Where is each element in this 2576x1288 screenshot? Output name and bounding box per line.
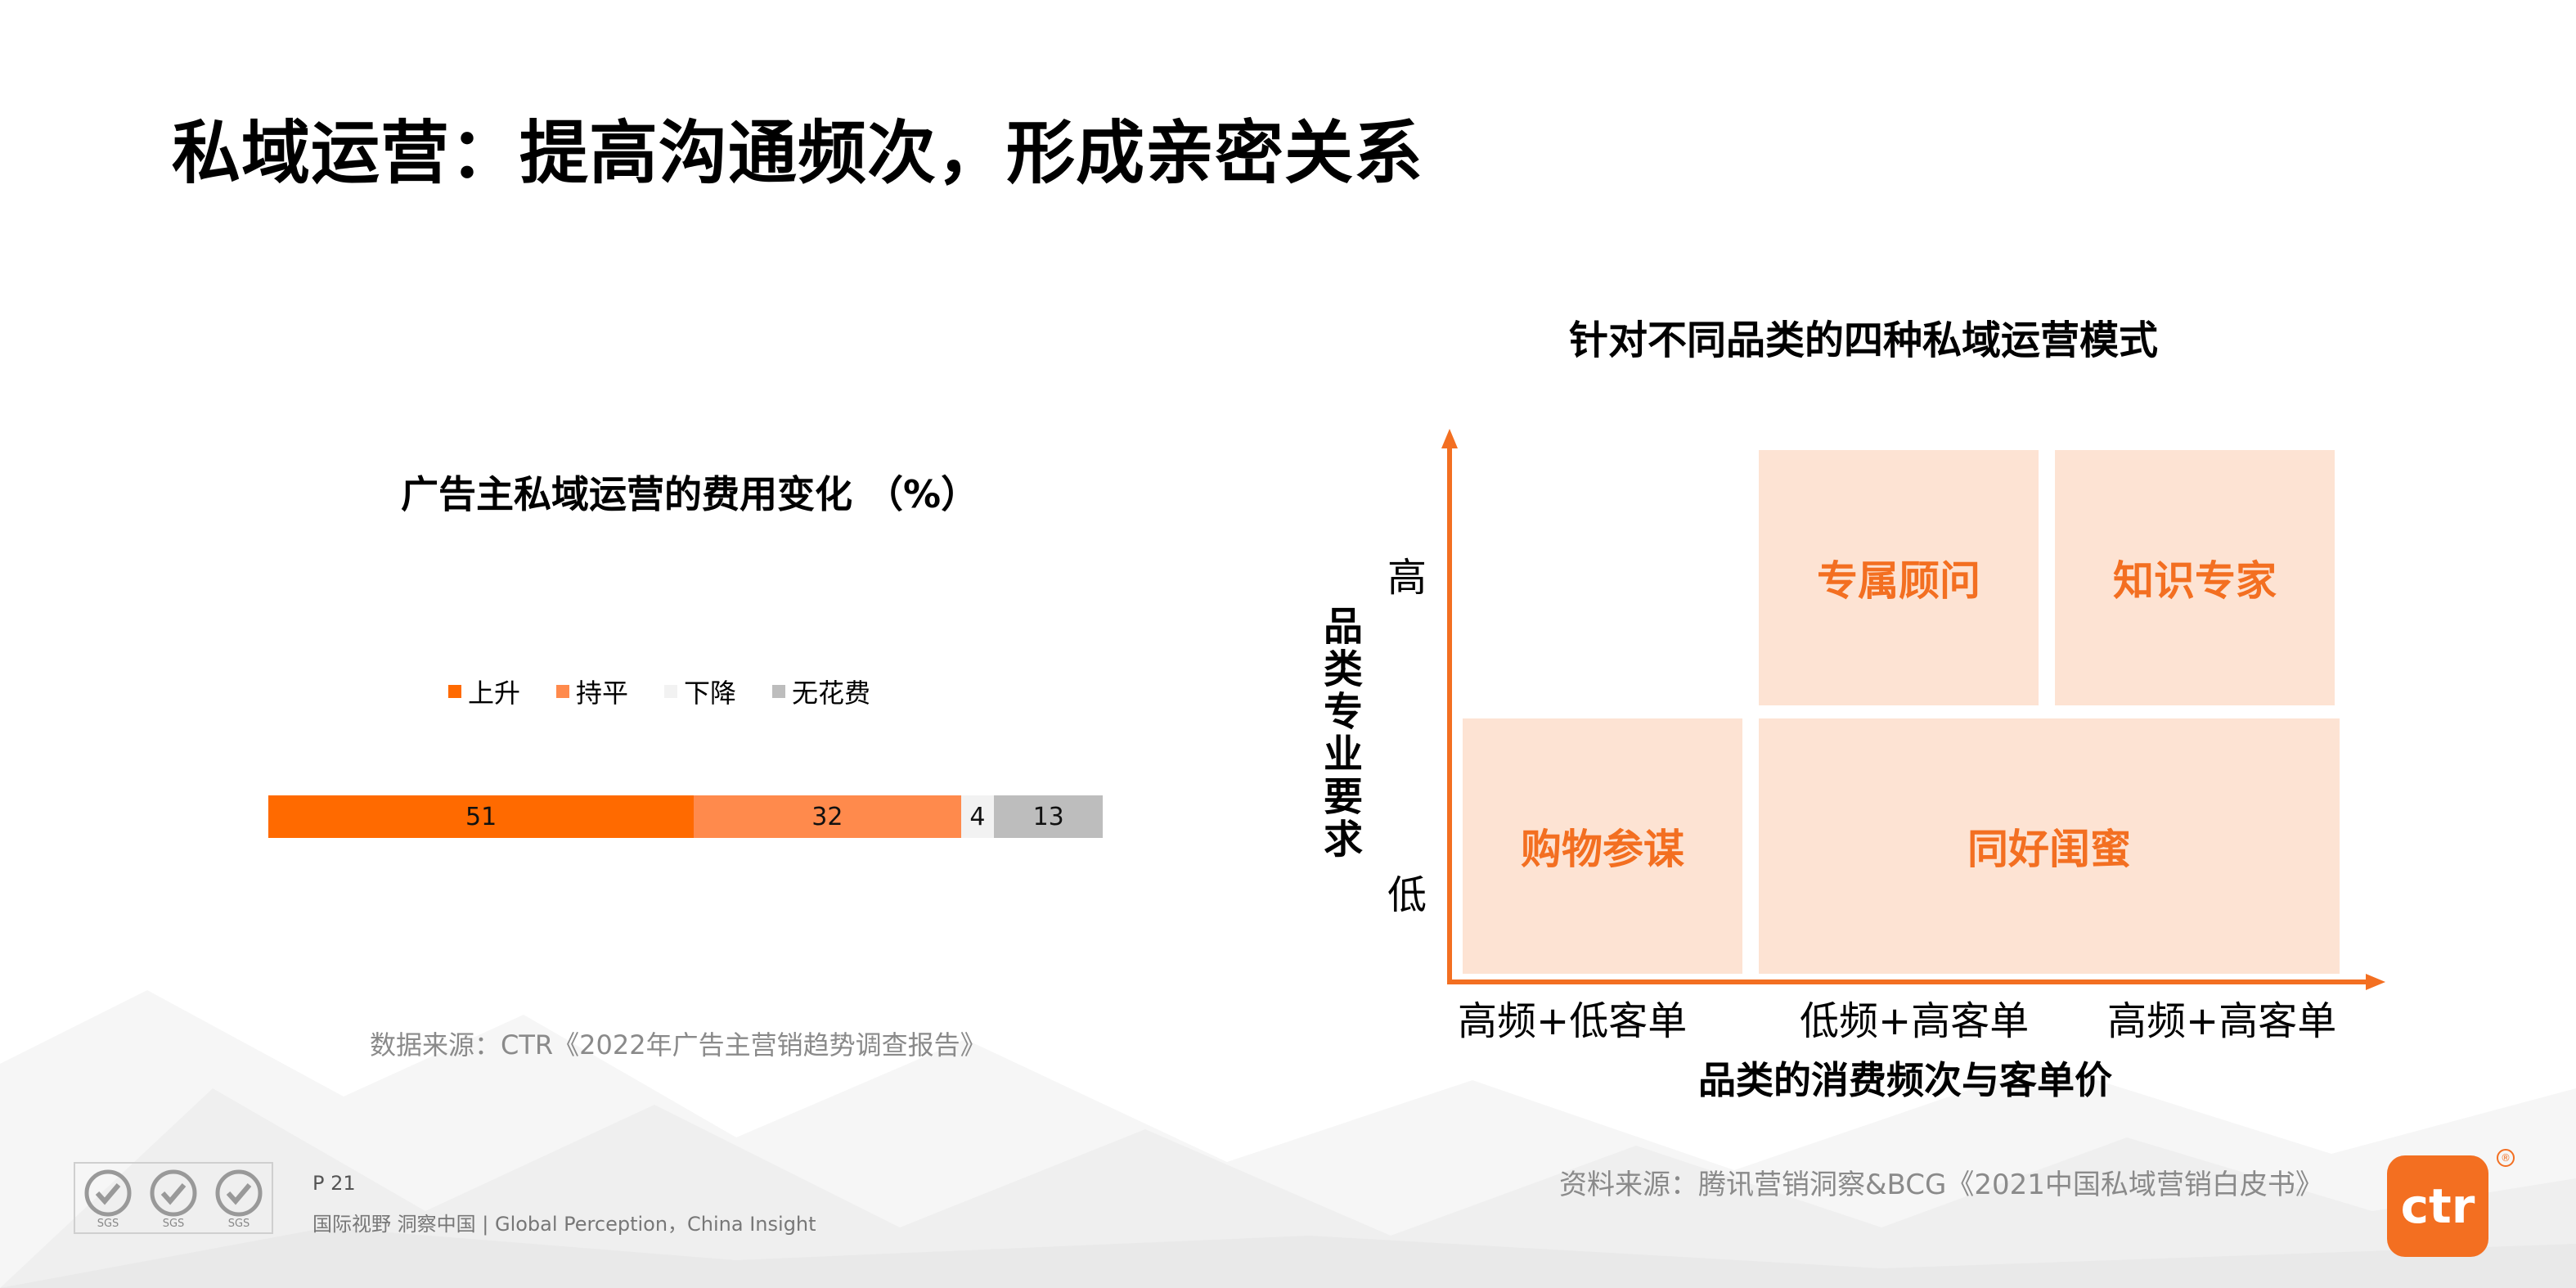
quadrant-knowledge-expert: 知识专家	[2055, 450, 2335, 705]
right-chart-title: 针对不同品类的四种私域运营模式	[1569, 317, 2159, 363]
legend-swatch-flat	[556, 685, 570, 698]
bar-value-label-3: 13	[1032, 802, 1064, 831]
legend-swatch-none	[772, 685, 786, 698]
legend-label-none: 无花费	[792, 678, 871, 709]
sgs-badge-label: SGS	[228, 1218, 250, 1229]
y-tick-high: 高	[1387, 555, 1427, 601]
stacked-bar: 51 32 4 13	[268, 795, 1103, 838]
legend-item-decline: 下降	[664, 673, 736, 710]
quadrant-shopping-advisor: 购物参谋	[1463, 718, 1742, 974]
sgs-badge-label: SGS	[97, 1218, 119, 1229]
bar-segment-2: 4	[960, 795, 995, 838]
y-axis-title: 品类专业要求	[1323, 604, 1363, 862]
left-chart-title: 广告主私域运营的费用变化 （%）	[401, 472, 979, 516]
page-number: P 21	[312, 1172, 356, 1195]
x-tick-high-freq-low-price: 高频+低客单	[1458, 998, 1688, 1044]
left-source-note: 数据来源：CTR《2022年广告主营销趋势调查报告》	[370, 1029, 987, 1061]
bar-value-label-0: 51	[465, 802, 497, 831]
page-title: 私域运营：提高沟通频次，形成亲密关系	[172, 113, 1424, 193]
sgs-certification-badges: SGS SGS SGS	[74, 1162, 273, 1234]
x-axis-title: 品类的消费频次与客单价	[1698, 1058, 2112, 1102]
matrix-axes	[1441, 429, 2385, 990]
ctr-logo: ctr	[2387, 1155, 2488, 1257]
legend-swatch-decline	[664, 685, 678, 698]
sgs-badge-label: SGS	[163, 1218, 185, 1229]
right-source-note: 资料来源：腾讯营销洞察&BCG《2021中国私域营销白皮书》	[1559, 1169, 2323, 1201]
bar-value-label-2: 4	[969, 802, 986, 831]
legend-item-flat: 持平	[556, 673, 628, 710]
sgs-badge-icon: SGS	[75, 1164, 141, 1232]
bar-segment-1: 32	[694, 795, 961, 838]
x-tick-high-freq-high-price: 高频+高客单	[2107, 998, 2337, 1044]
footer-tagline: 国际视野 洞察中国 | Global Perception，China Insi…	[312, 1213, 816, 1236]
registered-mark-icon: ®	[2497, 1149, 2515, 1167]
quadrant-interest-bestie: 同好闺蜜	[1759, 718, 2340, 974]
legend-label-rise: 上升	[468, 678, 521, 709]
x-tick-low-freq-high-price: 低频+高客单	[1800, 998, 2030, 1044]
background-polygons	[0, 990, 2576, 1288]
bar-segment-0: 51	[268, 795, 695, 838]
legend-swatch-rise	[448, 685, 461, 698]
ctr-logo-text: ctr	[2400, 1178, 2475, 1234]
legend-label-flat: 持平	[576, 678, 629, 709]
legend-item-none: 无花费	[772, 673, 870, 710]
y-tick-low: 低	[1387, 872, 1427, 918]
left-chart-legend: 上升 持平 下降 无花费	[448, 673, 906, 710]
bar-segment-3: 13	[994, 795, 1103, 838]
quadrant-exclusive-advisor: 专属顾问	[1759, 450, 2039, 705]
legend-item-rise: 上升	[448, 673, 520, 710]
bar-value-label-1: 32	[811, 802, 843, 831]
sgs-badge-icon: SGS	[141, 1164, 206, 1232]
sgs-badge-icon: SGS	[206, 1164, 272, 1232]
legend-label-decline: 下降	[684, 678, 737, 709]
